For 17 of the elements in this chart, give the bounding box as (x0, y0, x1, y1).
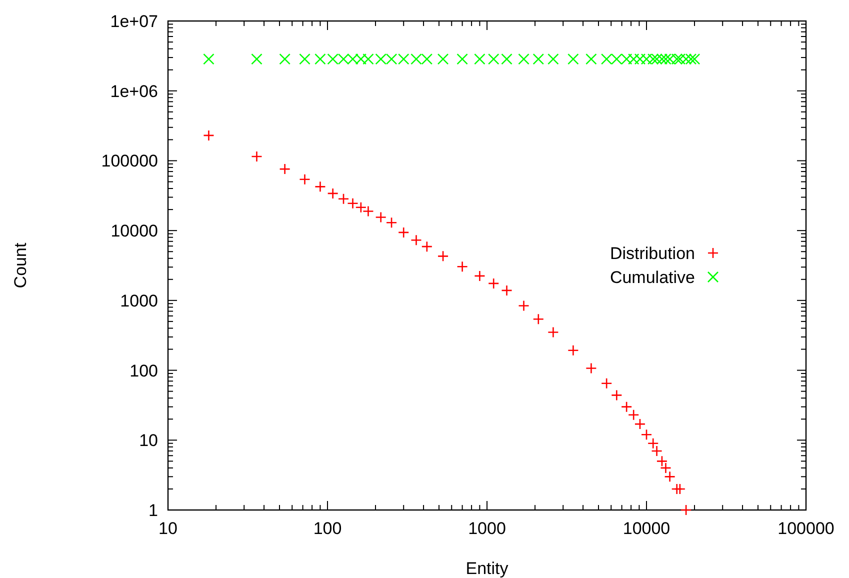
x-tick-label: 100 (313, 519, 342, 538)
y-tick-label: 100000 (101, 152, 158, 171)
y-tick-label: 1e+07 (110, 12, 158, 31)
x-tick-label: 100000 (778, 519, 834, 538)
y-tick-label: 100 (130, 361, 158, 380)
x-tick-label: 10000 (622, 519, 670, 538)
x-tick-label: 10 (158, 519, 178, 538)
x-axis-title: Entity (466, 559, 509, 578)
y-tick-label: 1 (148, 501, 158, 520)
y-tick-label: 10 (139, 431, 158, 450)
y-axis-title: Count (11, 242, 30, 288)
x-tick-label: 1000 (468, 519, 506, 538)
legend-label: Distribution (610, 244, 695, 263)
y-tick-label: 1000 (120, 291, 158, 310)
y-tick-label: 1e+06 (110, 82, 158, 101)
y-tick-label: 10000 (110, 222, 158, 241)
legend-label: Cumulative (610, 268, 695, 287)
